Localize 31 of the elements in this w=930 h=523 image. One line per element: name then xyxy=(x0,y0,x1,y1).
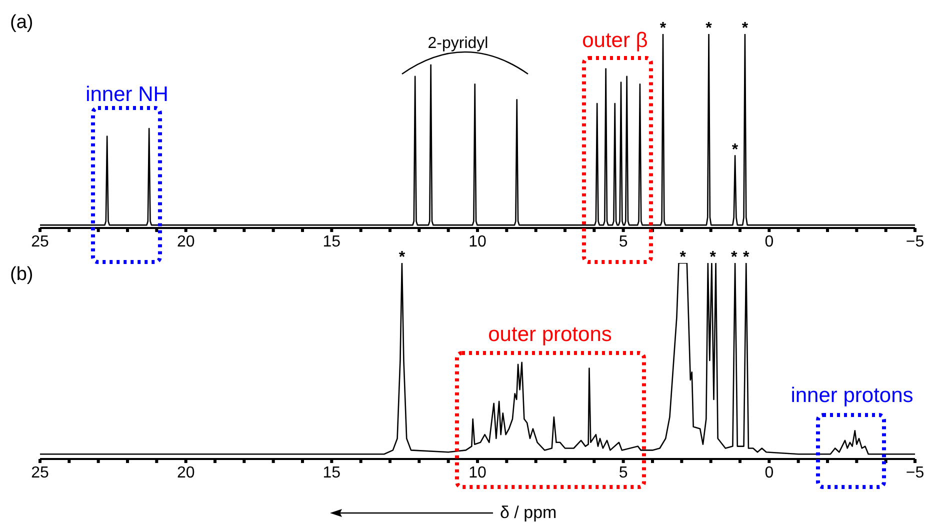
x-tick-label: 10 xyxy=(468,233,486,250)
annotation: 2-pyridyl xyxy=(428,35,488,52)
x-tick-label: 5 xyxy=(618,233,628,250)
x-tick-label: 20 xyxy=(176,233,195,250)
annotation: * xyxy=(742,20,749,37)
chart-title: (b) xyxy=(10,264,34,285)
annotation: * xyxy=(731,249,738,266)
x-axis-title: δ / ppm xyxy=(500,503,557,522)
x-tick-label: 10 xyxy=(468,464,486,482)
annotation: outer β xyxy=(582,29,648,52)
x-tick-label: 0 xyxy=(764,233,774,250)
x-tick-label: 20 xyxy=(176,464,195,482)
annotation: * xyxy=(660,20,667,37)
annotation: * xyxy=(710,249,717,266)
annotation: * xyxy=(680,249,687,266)
chart-title: (a) xyxy=(10,12,34,33)
x-tick-label: 0 xyxy=(764,464,774,482)
x-tick-label: 5 xyxy=(618,464,628,482)
annotation: inner protons xyxy=(790,384,914,407)
annotation: outer protons xyxy=(488,323,612,346)
annotation: * xyxy=(732,142,739,159)
x-tick-label: 25 xyxy=(31,233,49,250)
annotation: inner NH xyxy=(86,83,168,106)
annotation: * xyxy=(743,249,750,266)
x-tick-label: −5 xyxy=(906,464,924,482)
x-tick-label: 15 xyxy=(322,233,341,250)
x-tick-label: −5 xyxy=(906,233,924,250)
x-tick-label: 25 xyxy=(31,464,49,482)
annotation: * xyxy=(398,249,406,266)
annotation: * xyxy=(706,20,713,37)
x-tick-label: 15 xyxy=(322,464,341,482)
